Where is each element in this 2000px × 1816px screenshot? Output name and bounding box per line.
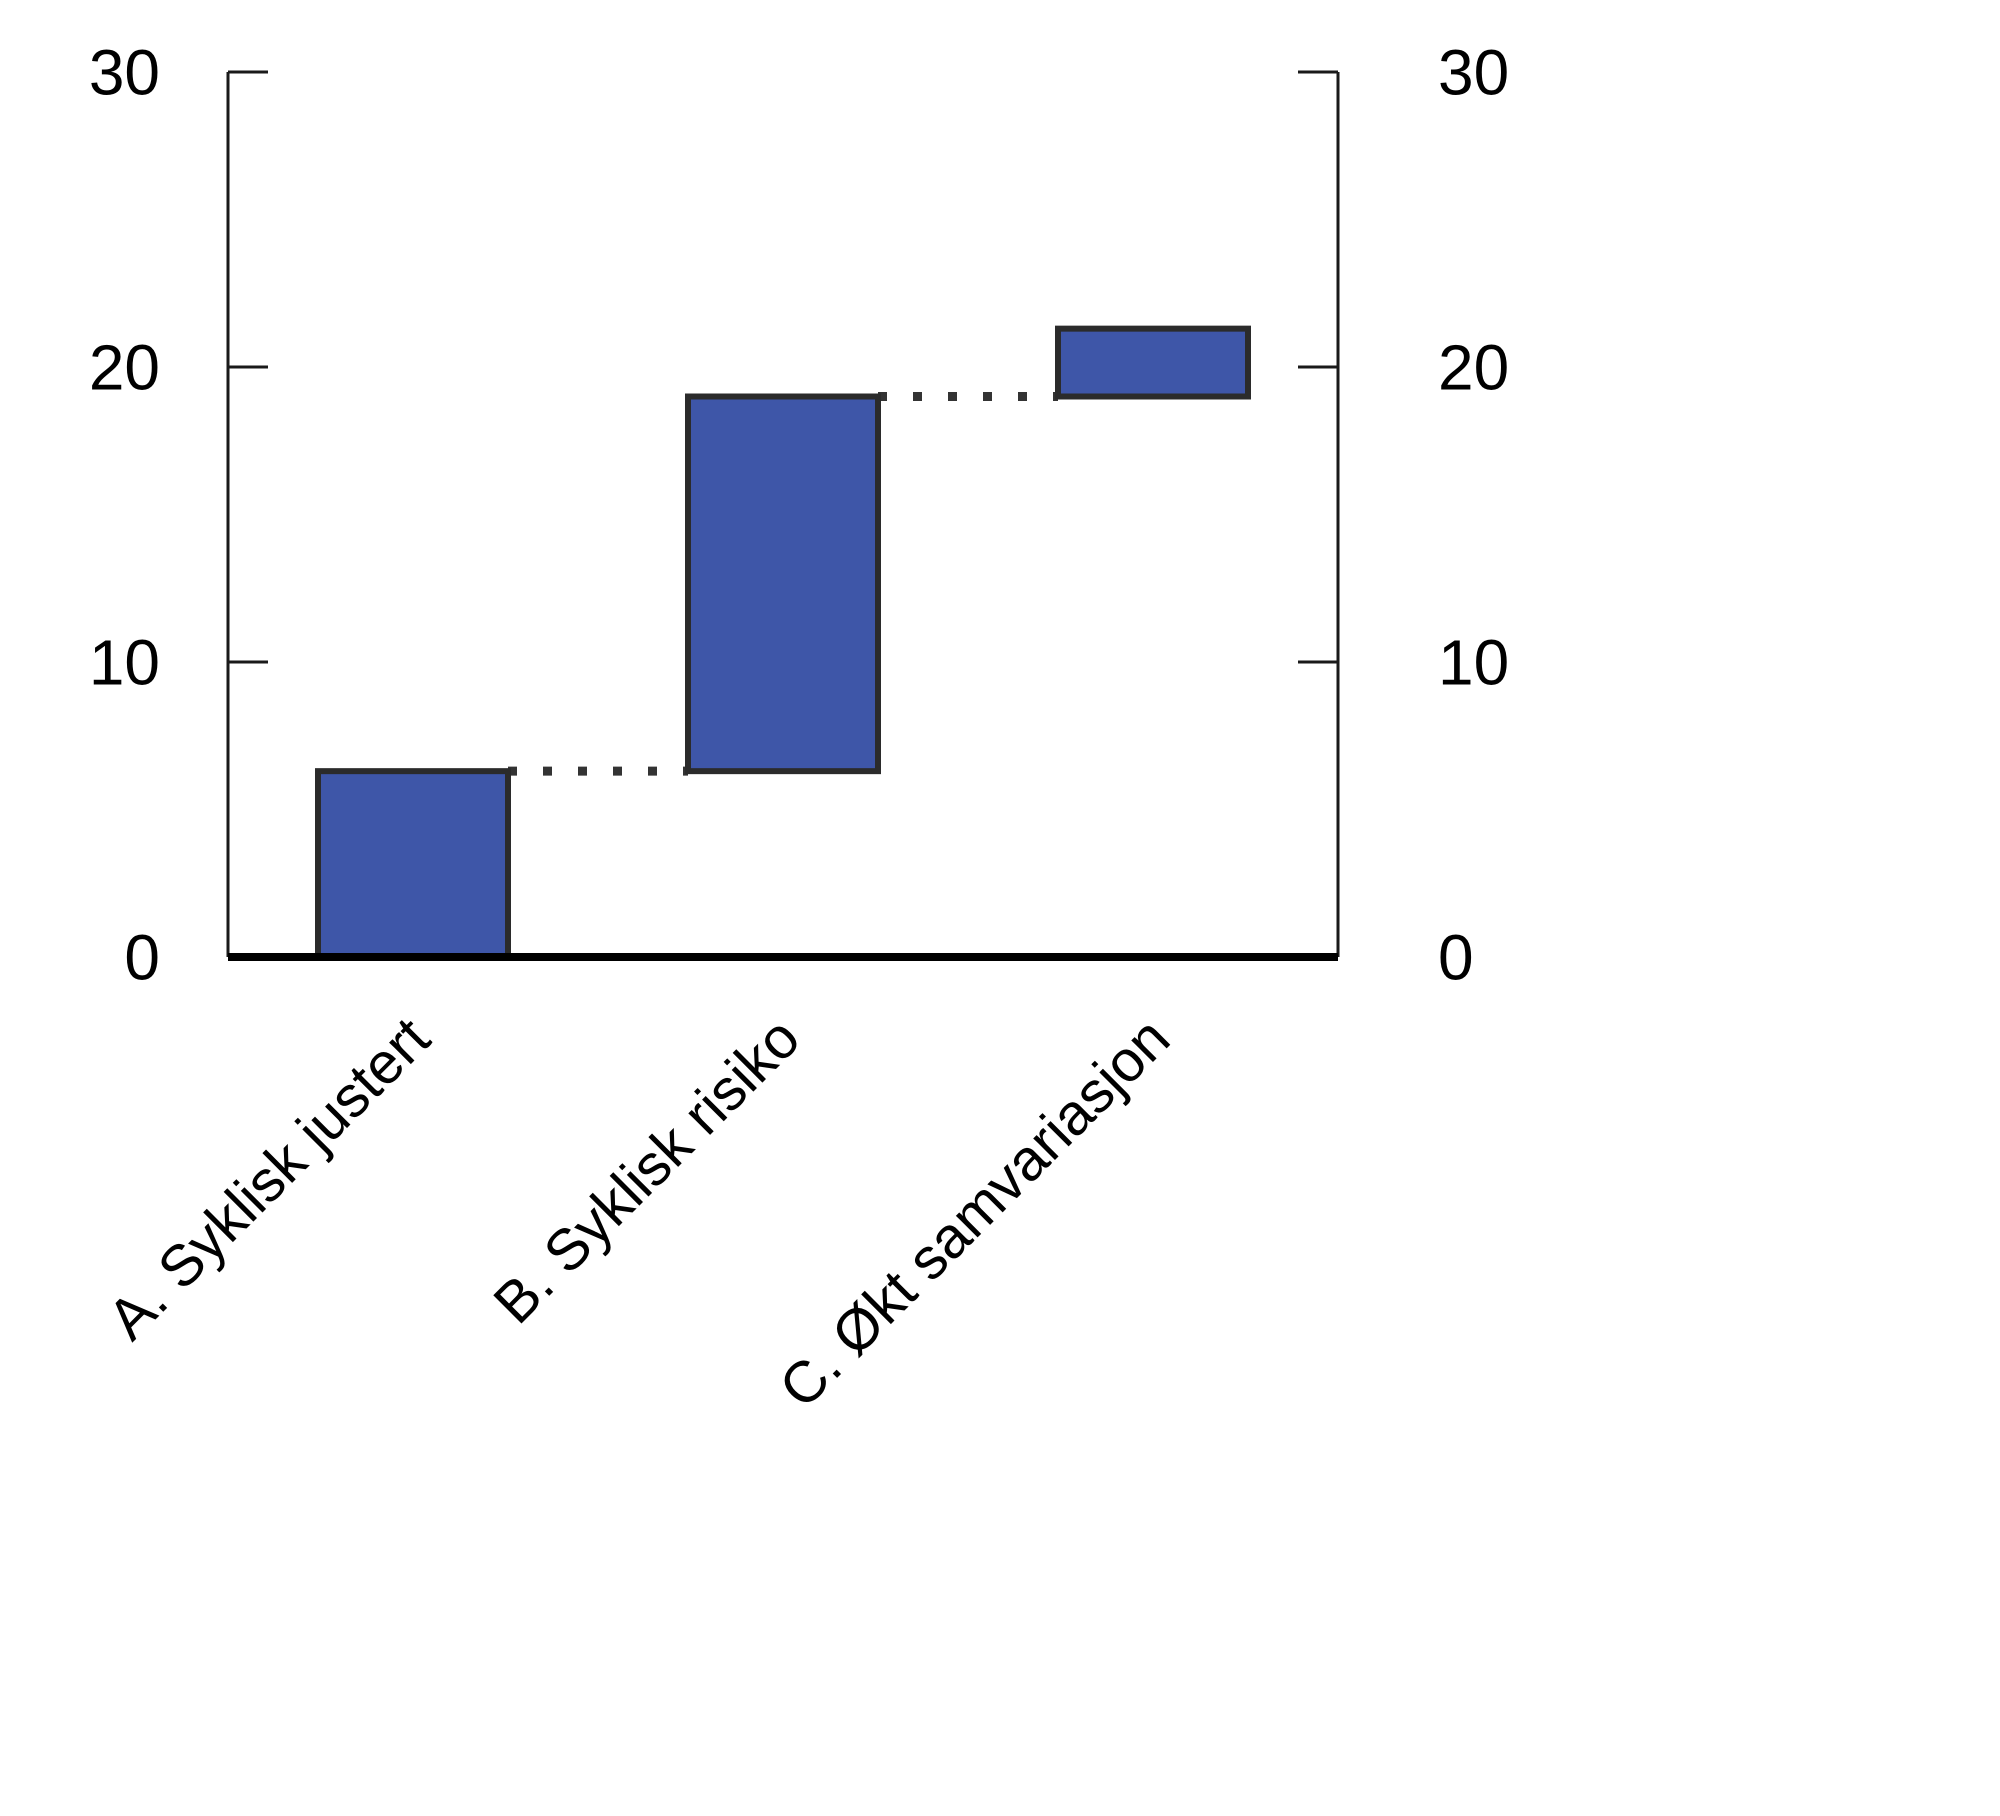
y-tick-label-left: 10 [89, 626, 160, 698]
y-tick-label-right: 0 [1438, 921, 1474, 993]
bar [685, 393, 881, 775]
category-label: C. Økt samvariasjon [767, 1005, 1182, 1420]
bar [315, 768, 511, 961]
y-tick-label-left: 0 [124, 921, 160, 993]
y-tick-label-left: 30 [89, 36, 160, 108]
y-tick-label-right: 10 [1438, 626, 1509, 698]
y-tick-label-left: 20 [89, 331, 160, 403]
category-label: A. Syklisk justert [95, 1005, 442, 1352]
y-tick-label-right: 30 [1438, 36, 1509, 108]
y-tick-label-right: 20 [1438, 331, 1509, 403]
category-label: B. Syklisk risiko [481, 1005, 812, 1336]
bar [1055, 325, 1251, 400]
